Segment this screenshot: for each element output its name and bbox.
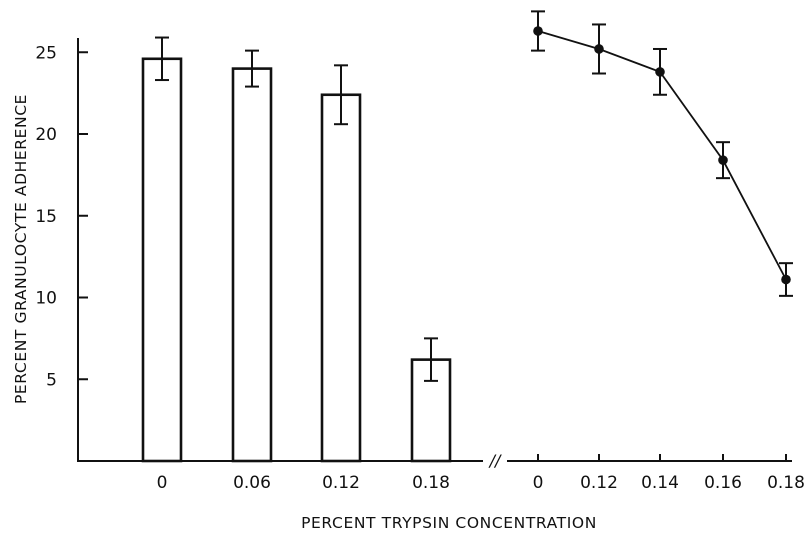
x-tick-label-bar: 0.06 — [233, 473, 271, 493]
bar — [231, 67, 273, 463]
y-ticks: 5 10 15 20 25 — [35, 43, 88, 390]
x-tick-label-line: 0.18 — [767, 473, 805, 493]
y-tick-label: 20 — [35, 125, 57, 145]
x-tick-label-bar: 0.12 — [322, 473, 360, 493]
data-point — [655, 67, 665, 77]
data-point — [533, 26, 543, 36]
bar — [410, 358, 452, 463]
x-ticks: 0 0.06 0.12 0.18 0 0.12 0.14 0.16 0.18 — [157, 454, 805, 493]
bar — [141, 57, 183, 463]
y-axis-title: PERCENT GRANULOCYTE ADHERENCE — [12, 94, 30, 404]
y-tick-label: 10 — [35, 289, 57, 309]
x-tick-label-line: 0 — [533, 473, 544, 493]
x-tick-label-bar: 0.18 — [412, 473, 450, 493]
y-tick-label: 15 — [35, 207, 57, 227]
x-tick-label-line: 0.12 — [580, 473, 618, 493]
line-series — [531, 10, 793, 297]
y-tick-label: 25 — [35, 43, 57, 63]
bar — [320, 93, 362, 463]
x-axis-title: PERCENT TRYPSIN CONCENTRATION — [301, 514, 597, 532]
axis-break-symbol: // — [488, 451, 502, 470]
x-tick-label-bar: 0 — [157, 473, 168, 493]
x-tick-label-line: 0.16 — [704, 473, 742, 493]
bar-series — [141, 36, 452, 463]
y-tick-label: 5 — [46, 370, 57, 390]
data-point — [718, 155, 728, 165]
data-point — [594, 44, 604, 54]
x-tick-label-line: 0.14 — [641, 473, 679, 493]
data-point — [781, 274, 791, 285]
